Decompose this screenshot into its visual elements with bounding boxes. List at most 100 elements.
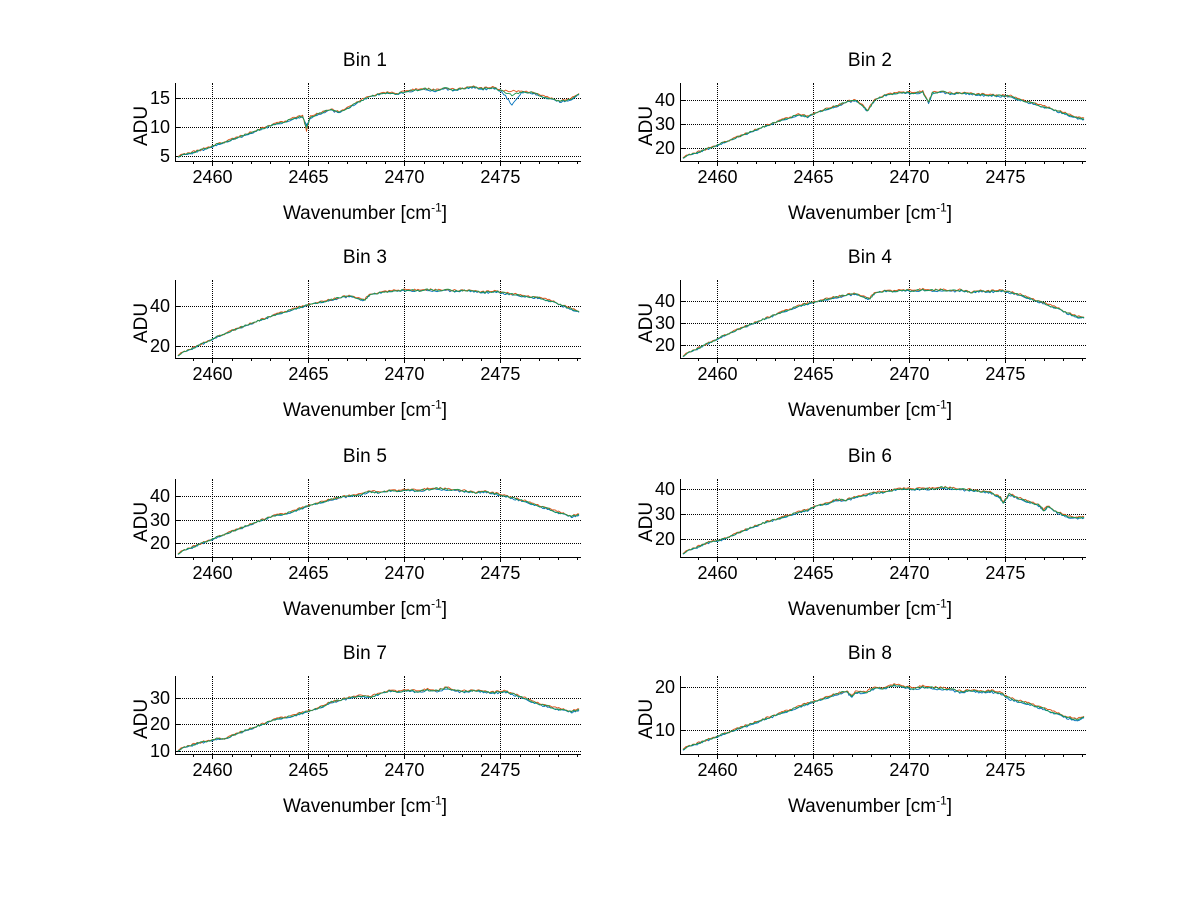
- y-tick-mark: [176, 519, 181, 521]
- y-gridline: [176, 127, 581, 129]
- x-axis-label-text: Wavenumber [cm: [282, 203, 432, 224]
- x-tick-label: 2470: [384, 167, 425, 187]
- x-tick-label: 2465: [288, 364, 329, 384]
- axes-area: 20 40 2460 2465 2470 2475: [150, 280, 581, 383]
- x-minor-tick-mark: [327, 161, 329, 164]
- x-axis-label-bracket: ]: [441, 400, 448, 421]
- x-axis-label-bracket: ]: [946, 203, 953, 224]
- x-minor-tick-mark: [966, 557, 968, 560]
- x-minor-tick-mark: [832, 161, 834, 164]
- y-tick-label: 20: [654, 334, 675, 355]
- x-axis-label-exponent: -1: [936, 793, 947, 808]
- x-tick-mark: [909, 557, 911, 562]
- y-tick-mark: [681, 322, 686, 324]
- x-axis-label-text: Wavenumber [cm: [787, 796, 937, 817]
- x-minor-tick-mark: [577, 161, 579, 164]
- x-minor-tick-mark: [890, 754, 892, 757]
- x-tick-label: 2460: [697, 563, 738, 583]
- y-tick-label: 20: [654, 137, 675, 158]
- x-axis-label: Wavenumber [cm-1]: [625, 202, 1115, 225]
- x-axis-label: Wavenumber [cm-1]: [625, 793, 1115, 818]
- x-minor-tick-mark: [698, 754, 700, 757]
- x-minor-tick-mark: [289, 161, 291, 164]
- y-axis-label: ADU: [636, 302, 657, 343]
- x-minor-tick-mark: [871, 557, 873, 560]
- x-minor-tick-mark: [193, 754, 195, 757]
- x-axis-label-exponent: -1: [936, 397, 947, 412]
- x-minor-tick-mark: [947, 161, 949, 164]
- x-tick-label: 2465: [793, 760, 834, 780]
- x-minor-tick-mark: [928, 358, 930, 361]
- x-minor-tick-mark: [871, 754, 873, 757]
- subplot-bin-2: Bin 2 20 30 40 2460 2465 2470 2475 ADU Wavenumber…: [625, 50, 1115, 260]
- x-axis-label: Wavenumber [cm-1]: [120, 795, 610, 818]
- x-axis-label-exponent: -1: [936, 596, 947, 611]
- y-axis-label: ADU: [131, 105, 152, 146]
- y-tick-mark: [681, 123, 686, 125]
- x-minor-tick-mark: [947, 754, 949, 757]
- x-minor-tick-mark: [1062, 161, 1064, 164]
- subplot-bin-5: Bin 5 20 30 40 2460 2465 2470 2475 ADU Wavenumber…: [120, 446, 610, 656]
- x-gridline: [500, 676, 502, 754]
- subplot-title: Bin 1: [342, 50, 388, 71]
- x-axis-label-exponent: -1: [431, 397, 442, 412]
- x-minor-tick-mark: [1062, 557, 1064, 560]
- y-tick-mark: [176, 127, 181, 129]
- x-gridline: [1005, 280, 1007, 358]
- y-tick-label: 20: [149, 533, 170, 554]
- y-gridline: [176, 519, 581, 521]
- x-minor-tick-mark: [481, 754, 483, 757]
- x-minor-tick-mark: [1024, 358, 1026, 361]
- x-minor-tick-mark: [346, 754, 348, 757]
- x-axis-label-exponent: -1: [431, 200, 442, 215]
- x-minor-tick-mark: [385, 557, 387, 560]
- subplot-title: Bin 5: [342, 446, 388, 467]
- subplot-title: Bin 2: [847, 50, 893, 71]
- x-minor-tick-mark: [736, 358, 738, 361]
- x-tick-mark: [717, 358, 719, 363]
- x-minor-tick-mark: [519, 358, 521, 361]
- x-minor-tick-mark: [794, 161, 796, 164]
- x-minor-tick-mark: [193, 557, 195, 560]
- x-minor-tick-mark: [986, 754, 988, 757]
- x-tick-mark: [1005, 161, 1007, 166]
- y-tick-label: 20: [149, 336, 170, 356]
- x-tick-mark: [212, 557, 214, 562]
- x-tick-mark: [813, 754, 815, 759]
- x-minor-tick-mark: [193, 161, 195, 164]
- x-gridline: [813, 479, 815, 557]
- y-tick-label: 10: [654, 720, 675, 741]
- x-tick-label: 2475: [985, 167, 1026, 187]
- x-minor-tick-mark: [250, 161, 252, 164]
- y-gridline: [176, 346, 581, 347]
- x-gridline: [813, 676, 815, 754]
- x-minor-tick-mark: [461, 754, 463, 757]
- y-tick-label: 40: [654, 479, 675, 500]
- x-tick-label: 2470: [889, 167, 930, 187]
- x-minor-tick-mark: [755, 557, 757, 560]
- plot-traces: [681, 280, 1086, 358]
- x-tick-label: 2470: [889, 760, 930, 780]
- x-tick-mark: [212, 161, 214, 166]
- x-minor-tick-mark: [851, 161, 853, 164]
- y-gridline: [176, 306, 581, 307]
- x-minor-tick-mark: [366, 358, 368, 361]
- y-tick-label: 30: [654, 312, 675, 333]
- y-gridline: [681, 539, 1086, 541]
- x-minor-tick-mark: [423, 358, 425, 361]
- x-minor-tick-mark: [577, 358, 579, 361]
- x-tick-mark: [717, 557, 719, 562]
- x-minor-tick-mark: [385, 358, 387, 361]
- y-gridline: [681, 99, 1086, 101]
- y-axis-label: ADU: [131, 302, 152, 343]
- x-tick-mark: [500, 161, 502, 166]
- x-axis-label-text: Wavenumber [cm: [787, 203, 937, 224]
- x-tick-label: 2475: [480, 563, 521, 583]
- x-minor-tick-mark: [1062, 358, 1064, 361]
- y-tick-label: 40: [149, 296, 170, 316]
- y-tick-label: 10: [149, 117, 170, 138]
- x-minor-tick-mark: [755, 754, 757, 757]
- x-gridline: [500, 479, 502, 557]
- x-axis-label-exponent: -1: [431, 596, 442, 611]
- subplot-bin-8: Bin 8 10 20 2460 2465 2470 2475 ADU Wavenumber […: [625, 643, 1115, 853]
